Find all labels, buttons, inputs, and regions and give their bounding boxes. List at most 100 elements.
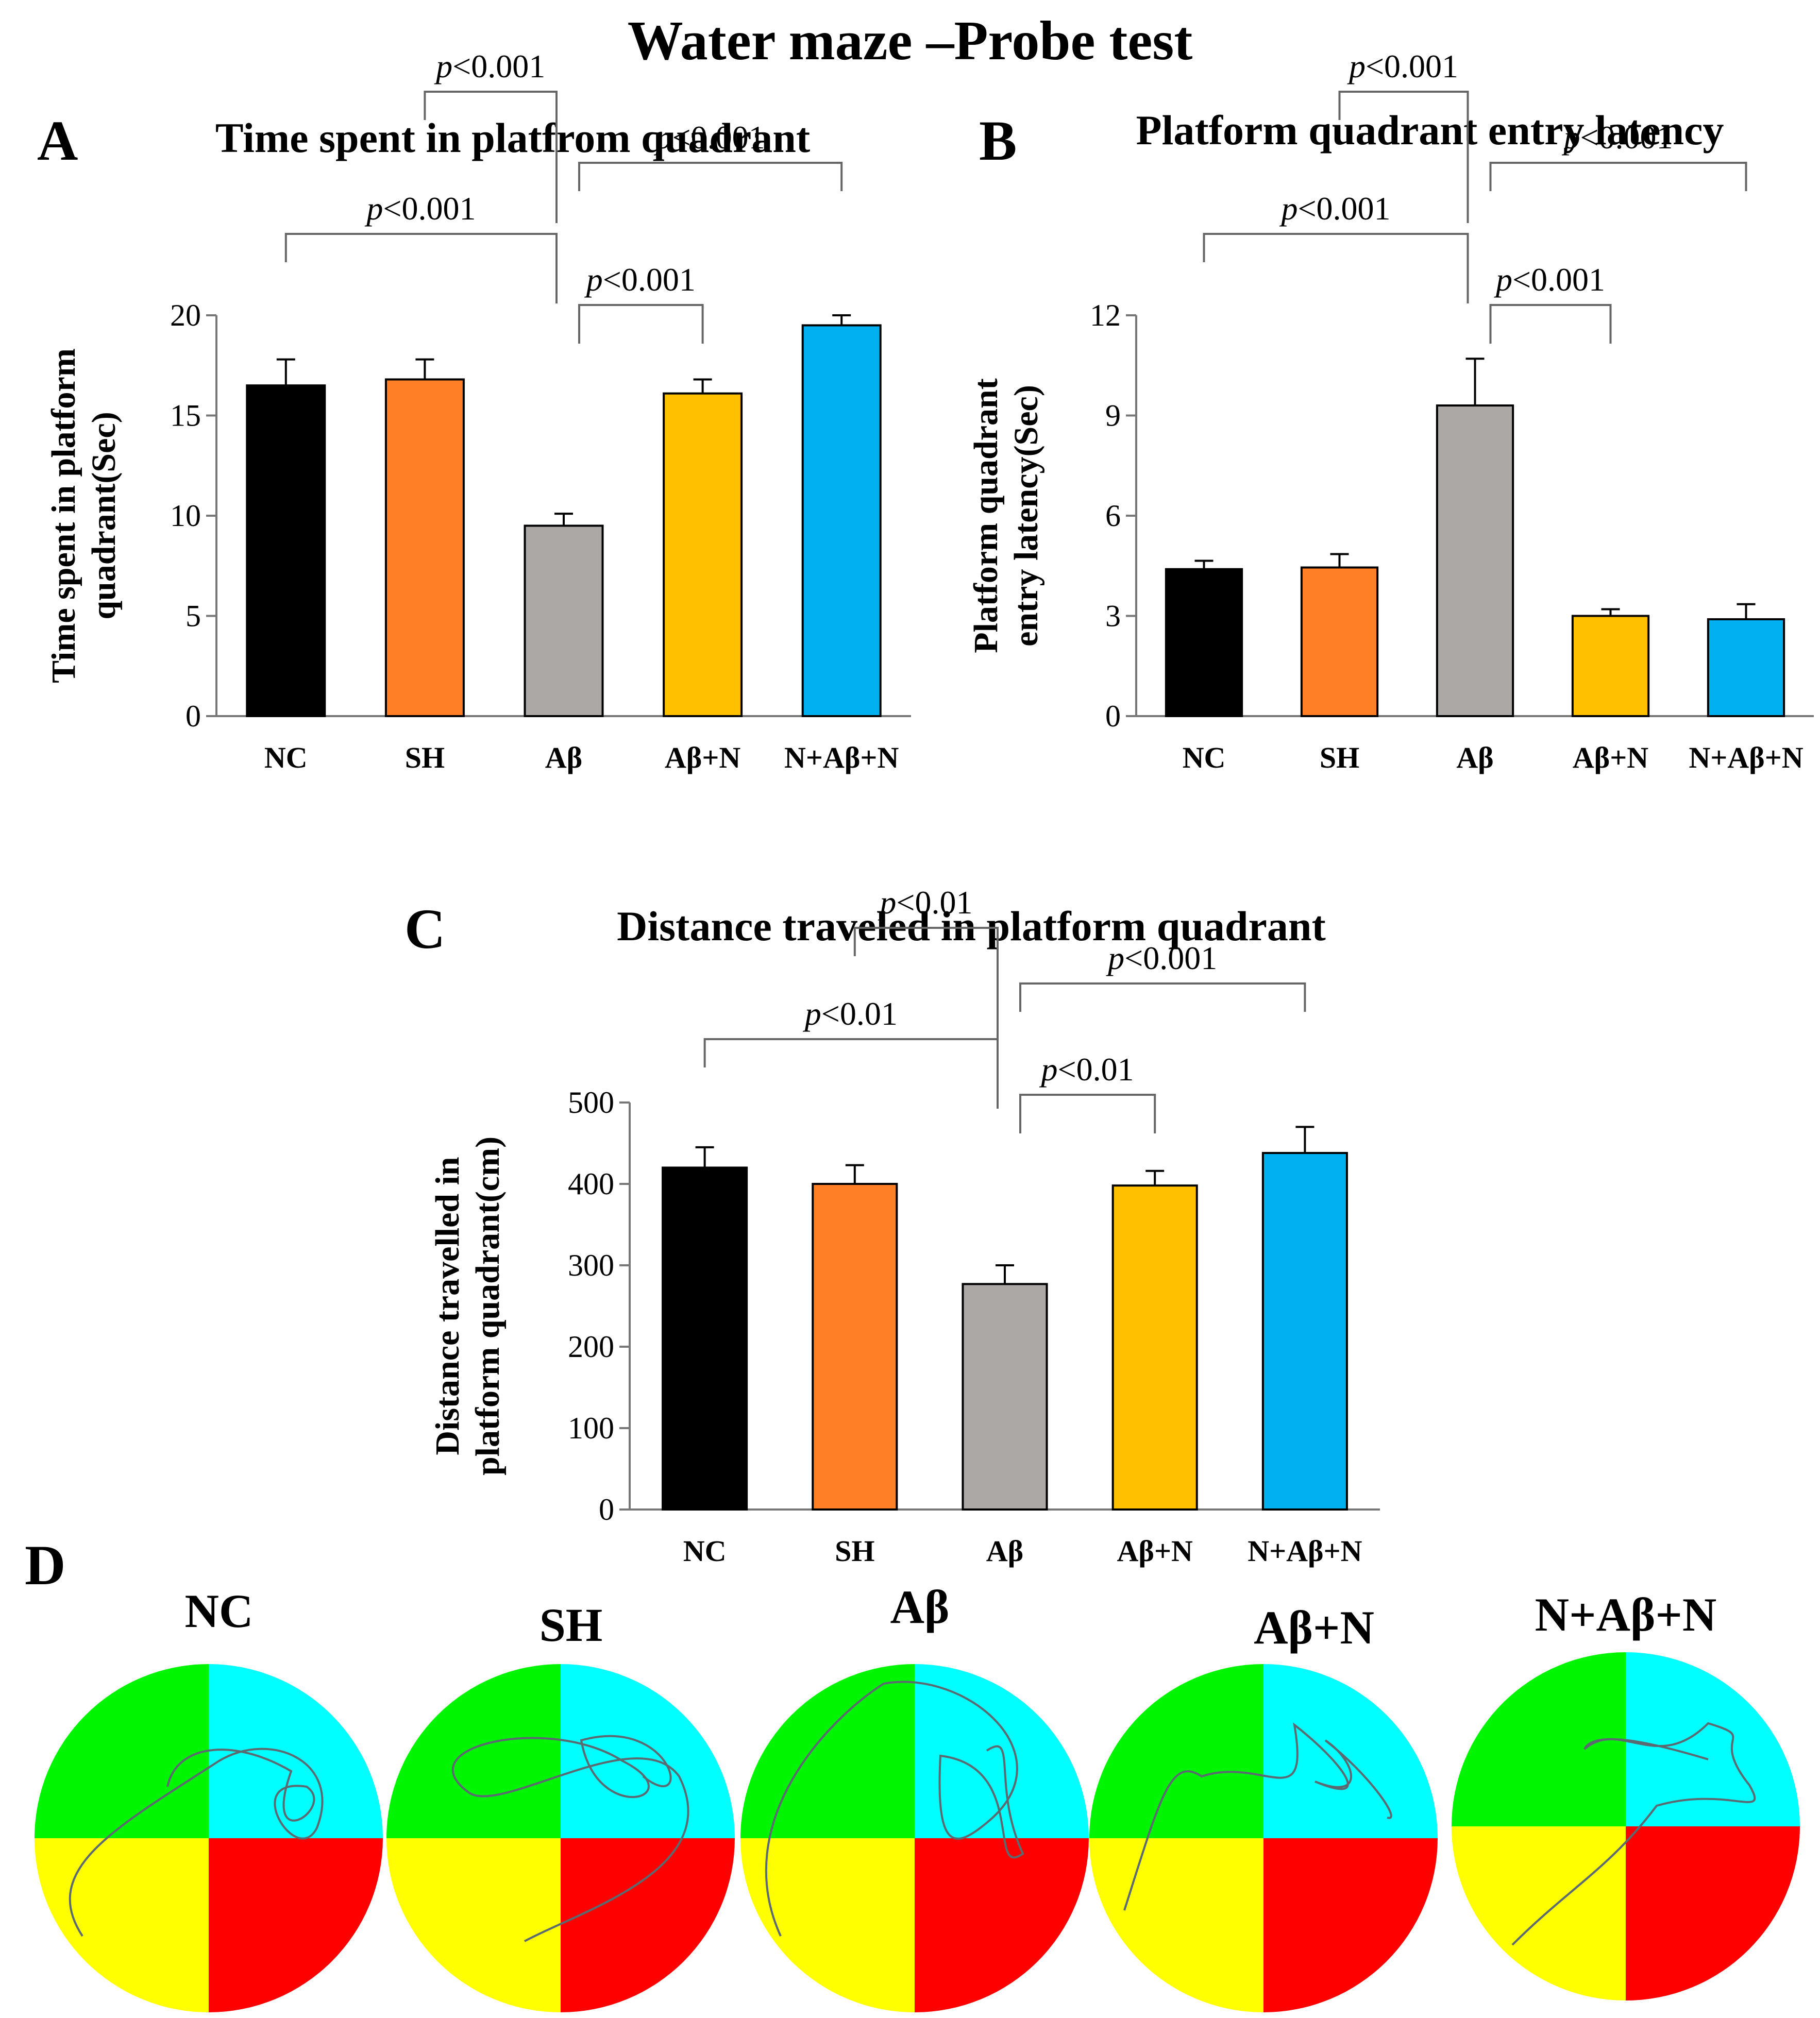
pool-label: Aβ+N <box>1254 1601 1374 1654</box>
y-tick-label: 200 <box>568 1330 614 1364</box>
p-value-label: p<0.01 <box>1039 1051 1134 1088</box>
bar <box>246 384 326 717</box>
panel-c-title: Distance traveled in platform quadrant <box>617 903 1326 949</box>
panel-a: A Time spent in platfrom quadrant 0 5 10 15… <box>37 48 911 774</box>
quadrant-sw <box>386 1838 561 2012</box>
panel-a-title: Time spent in platfrom quadrant <box>215 114 810 161</box>
bar <box>1261 1151 1348 1511</box>
y-tick-label: 400 <box>568 1167 614 1201</box>
p-value-label: p<0.001 <box>1106 940 1217 976</box>
swim-path <box>1511 1722 1756 1946</box>
p-value-label: p<0.001 <box>1279 190 1390 227</box>
y-axis-label: Distance travelled inplatform quadrant(c… <box>429 1137 507 1476</box>
quadrant-sw <box>1089 1838 1263 2012</box>
x-tick-label: N+Aβ+N <box>784 741 899 774</box>
probe-pool: NC <box>35 1585 383 2012</box>
y-tick-label: 10 <box>170 499 201 533</box>
x-tick-label: SH <box>405 741 445 774</box>
pool-label: SH <box>540 1599 603 1651</box>
bar <box>524 524 604 717</box>
panel-b-title: Platform quadrant entry latency <box>1136 107 1724 154</box>
quadrant-nw <box>386 1664 561 1838</box>
significance-bracket <box>284 233 558 303</box>
swim-path <box>69 1748 324 1937</box>
y-tick-label: 3 <box>1105 599 1121 633</box>
figure-title: Water maze –Probe test <box>628 10 1193 72</box>
significance-bracket <box>578 304 704 344</box>
quadrant-ne <box>561 1664 735 1838</box>
x-tick-label: Aβ <box>986 1534 1023 1568</box>
bar <box>1111 1184 1198 1511</box>
quadrant-sw <box>740 1838 915 2012</box>
quadrant-sw <box>1452 1826 1626 2000</box>
bar <box>1707 618 1785 717</box>
p-value-label: p<0.001 <box>364 190 476 227</box>
x-tick-label: Aβ <box>1456 741 1493 774</box>
p-value-label: p<0.001 <box>1347 48 1458 84</box>
y-tick-label: 20 <box>170 298 201 332</box>
probe-pool: Aβ <box>740 1581 1089 2012</box>
x-tick-label: NC <box>683 1534 727 1568</box>
x-tick-label: NC <box>264 741 308 774</box>
x-tick-label: SH <box>1320 741 1359 774</box>
quadrant-ne <box>1263 1664 1438 1838</box>
p-value-label: p<0.001 <box>584 261 696 298</box>
p-value-label: p<0.001 <box>434 48 545 84</box>
quadrant-nw <box>740 1664 915 1838</box>
bar <box>1300 566 1379 718</box>
swim-path <box>451 1735 689 1942</box>
y-tick-label: 500 <box>568 1086 614 1120</box>
p-value-label: p<0.001 <box>1561 119 1673 156</box>
y-axis-label: Time spent in platformquadrant(Sec) <box>45 348 123 683</box>
quadrant-ne <box>209 1664 383 1838</box>
quadrant-se <box>561 1838 735 2012</box>
panel-d-letter: D <box>25 1534 65 1597</box>
y-tick-label: 0 <box>1105 699 1121 733</box>
quadrant-se <box>209 1838 383 2012</box>
significance-bracket <box>1489 304 1612 344</box>
quadrant-sw <box>35 1838 209 2012</box>
y-tick-label: 6 <box>1105 499 1121 533</box>
panel-b: B Platform quadrant entry latency 0 3 6 9 12… <box>967 48 1814 774</box>
y-tick-label: 5 <box>186 599 201 633</box>
significance-bracket <box>1489 162 1747 191</box>
x-tick-label: Aβ+N <box>1117 1534 1193 1568</box>
y-tick-label: 12 <box>1090 298 1121 332</box>
probe-pool: Aβ+N <box>1089 1601 1438 2012</box>
panel-c: C Distance traveled in platform quadrant… <box>405 884 1380 1568</box>
significance-bracket <box>853 927 999 1059</box>
y-tick-label: 9 <box>1105 399 1121 433</box>
significance-bracket <box>1019 1094 1156 1133</box>
x-tick-label: Aβ+N <box>1573 741 1648 774</box>
p-value-label: p<0.01 <box>878 884 972 921</box>
y-tick-label: 300 <box>568 1248 614 1282</box>
y-axis-label: Platform quadrantentry latency(Sec) <box>967 378 1045 653</box>
x-tick-label: Aβ+N <box>665 741 740 774</box>
y-tick-label: 0 <box>186 699 201 733</box>
bar <box>663 392 743 717</box>
significance-bracket <box>1203 233 1469 303</box>
panel-d: D NC SH Aβ Aβ+N N+Aβ+N <box>25 1534 1800 2012</box>
significance-bracket <box>424 91 558 223</box>
probe-pool: N+Aβ+N <box>1452 1588 1800 2000</box>
y-tick-label: 15 <box>170 399 201 433</box>
swim-path <box>765 1681 1024 1937</box>
bar <box>962 1283 1048 1511</box>
significance-bracket <box>1338 91 1469 223</box>
bar <box>1165 568 1243 717</box>
y-tick-label: 100 <box>568 1411 614 1445</box>
significance-bracket <box>1019 982 1306 1012</box>
bar <box>1571 615 1650 717</box>
bar <box>801 324 882 717</box>
panel-b-letter: B <box>979 109 1017 172</box>
quadrant-nw <box>35 1664 209 1838</box>
quadrant-se <box>915 1838 1089 2012</box>
pool-label: Aβ <box>890 1581 950 1633</box>
quadrant-ne <box>1626 1652 1800 1826</box>
panel-a-letter: A <box>37 109 78 172</box>
quadrant-nw <box>1089 1664 1263 1838</box>
bar <box>384 378 465 717</box>
quadrant-nw <box>1452 1652 1626 1826</box>
bar <box>1436 404 1514 717</box>
